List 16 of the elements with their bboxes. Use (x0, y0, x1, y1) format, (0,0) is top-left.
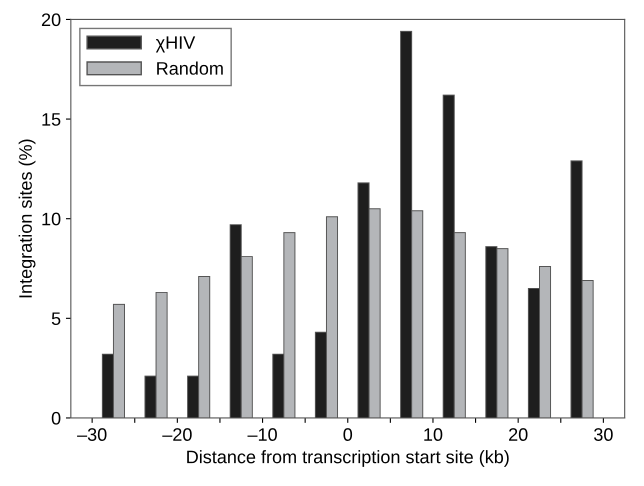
x-tick-label: 0 (343, 428, 352, 441)
y-tick-label: 20 (42, 13, 60, 26)
x-axis-title: Distance from transcription start site (kb) (187, 450, 509, 467)
y-tick-label: 10 (42, 212, 60, 226)
y-tick-label: 0 (52, 412, 60, 425)
x-tick-label: –20 (162, 428, 192, 441)
y-axis-title: Integration sites (%) (18, 140, 36, 298)
x-tick-label: –30 (77, 428, 106, 441)
x-tick-label: 20 (509, 428, 528, 441)
x-tick-label: –10 (247, 428, 277, 441)
y-tick-label: 15 (42, 113, 60, 126)
y-tick-label: 5 (52, 312, 60, 326)
x-tick-label: 30 (594, 428, 613, 441)
legend-label: χHIV (156, 36, 196, 53)
legend-label: Random (157, 62, 223, 75)
x-tick-label: 10 (424, 428, 442, 441)
